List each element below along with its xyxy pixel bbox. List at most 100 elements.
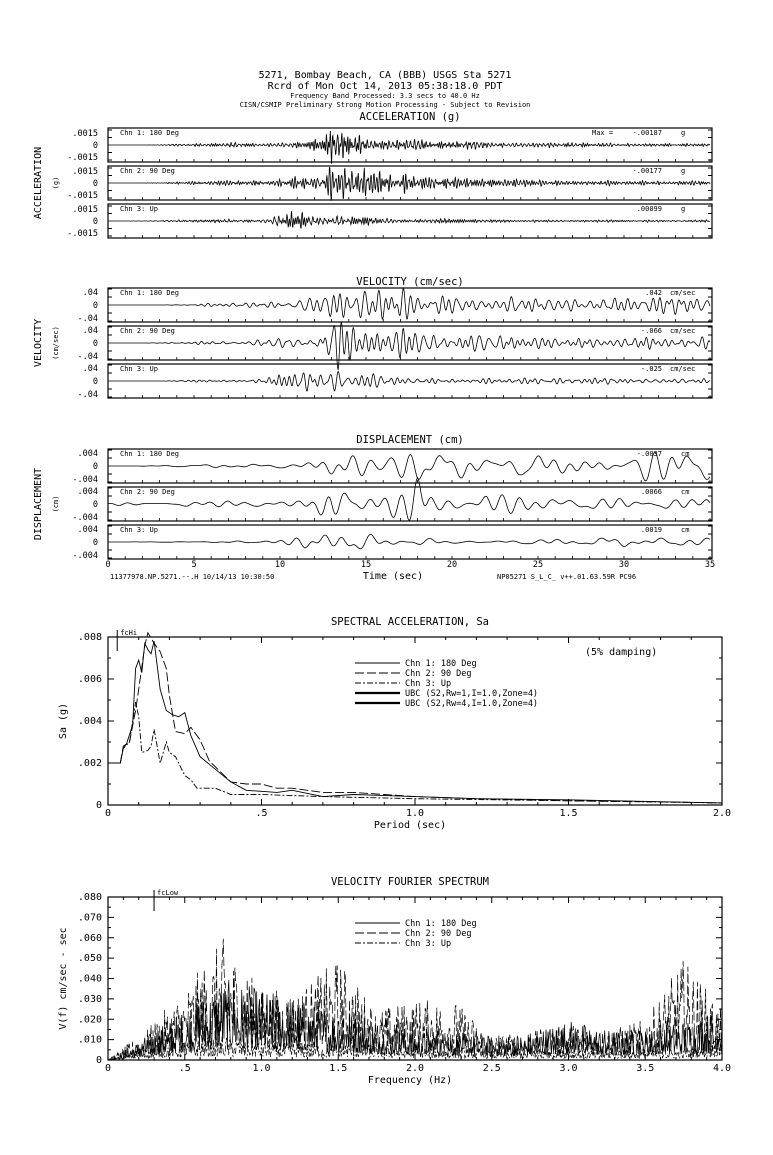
peak-value: .0019	[641, 526, 662, 534]
peak-value: .042	[645, 289, 662, 297]
y-tick-label: .080	[78, 892, 102, 903]
time-tick-label: 30	[619, 560, 629, 570]
waveform-trace	[108, 534, 711, 550]
channel-3: .0015 0 -.0015 Chn 3: Up .00099 g	[67, 203, 713, 239]
x-tick-label: 3.0	[559, 1063, 577, 1074]
legend-entry: Chn 3: Up	[405, 939, 451, 949]
channel-label: Chn 1: 180 Deg	[120, 129, 179, 137]
frequency-band: Frequency Band Processed: 3.3 secs to 40…	[290, 92, 480, 100]
panel-title: VELOCITY (cm/sec)	[356, 276, 463, 288]
legend-entry: Chn 3: Up	[405, 679, 451, 689]
unit-label: cm/sec	[670, 365, 695, 373]
channel-1: .004 0 -.004 Chn 1: 180 Deg -.0037 cm	[72, 448, 713, 485]
x-axis-label: Frequency (Hz)	[368, 1075, 452, 1086]
y-tick-label: 0	[93, 538, 98, 548]
fourier-curve	[107, 938, 723, 1061]
channel-frame	[107, 325, 713, 361]
y-tick-label: -.04	[78, 390, 98, 400]
peak-value: -.066	[641, 327, 662, 335]
chart-title: VELOCITY FOURIER SPECTRUM	[331, 876, 489, 888]
y-tick-label: .070	[78, 912, 102, 923]
sa-curve	[108, 631, 723, 804]
x-tick-label: 1.5	[559, 808, 577, 819]
cutoff-label: fcHi	[120, 629, 137, 637]
unit-label: g	[681, 167, 685, 175]
x-axis-label: Period (sec)	[374, 820, 446, 831]
y-tick-label: 0	[93, 179, 98, 189]
unit-label: cm/sec	[670, 289, 695, 297]
panel-title: DISPLACEMENT (cm)	[356, 434, 463, 446]
peak-value: -.0037	[637, 450, 662, 458]
y-axis-label: Sa (g)	[58, 703, 69, 739]
y-axis-unit: (cm/sec)	[52, 326, 60, 360]
y-tick-label: .050	[78, 953, 102, 964]
legend-entry: Chn 2: 90 Deg	[405, 929, 472, 939]
channel-label: Chn 2: 90 Deg	[120, 327, 175, 335]
time-tick-label: 5	[191, 560, 196, 570]
y-tick-label: .060	[78, 933, 102, 944]
channel-label: Chn 3: Up	[120, 205, 158, 213]
legend-entry: UBC (S2,Rw=4,I=1.0,Zone=4)	[405, 699, 538, 709]
footer-left: 11377978.NP.5271.--.H 10/14/13 10:30:50	[110, 573, 274, 581]
spectral-acceleration-chart: SPECTRAL ACCELERATION, Sa 0 .5 1.0 1.5 2.0 0 .0…	[58, 616, 731, 831]
y-tick-label: 0	[96, 1055, 102, 1066]
y-tick-label: 0	[93, 301, 98, 311]
panel-title: ACCELERATION (g)	[359, 111, 460, 123]
channel-label: Chn 3: Up	[120, 365, 158, 373]
time-tick-label: 35	[705, 560, 715, 570]
panel-velocity: VELOCITY (cm/sec) VELOCITY (cm/sec) .04 0 -.0…	[33, 276, 713, 400]
waveform-trace	[107, 476, 711, 521]
channel-frame	[107, 486, 713, 522]
channel-label: Chn 2: 90 Deg	[120, 488, 175, 496]
y-axis-label: V(f) cm/sec - sec	[58, 927, 69, 1029]
x-tick-label: 0	[105, 808, 111, 819]
y-tick-label: .0015	[72, 129, 98, 139]
cutoff-label: fcLow	[157, 889, 179, 897]
report-header: 5271, Bombay Beach, CA (BBB) USGS Sta 52…	[240, 70, 531, 109]
channel-3: .004 0 -.004 Chn 3: Up .0019 cm	[72, 524, 713, 561]
x-tick-label: 4.0	[713, 1063, 731, 1074]
sa-curve	[108, 641, 723, 804]
x-tick-label: 1.5	[329, 1063, 347, 1074]
footer-right: NP05271 S_L_C_ v++.01.63.59R PC96	[497, 573, 636, 581]
y-tick-label: -.0015	[67, 229, 98, 239]
y-tick-label: .020	[78, 1014, 102, 1025]
legend-entry: UBC (S2,Rw=1,I=1.0,Zone=4)	[405, 689, 538, 699]
channel-1: .04 0 -.04 Chn 1: 180 Deg .042 cm/sec	[78, 287, 713, 324]
unit-label: g	[681, 205, 685, 213]
channel-3: .04 0 -.04 Chn 3: Up -.025 cm/sec	[78, 363, 713, 400]
peak-value: -.00187	[632, 129, 662, 137]
y-tick-label: 0	[93, 500, 98, 510]
panel-displacement: DISPLACEMENT (cm) DISPLACEMENT (cm) .004 0 -.…	[33, 434, 713, 561]
waveform-trace	[108, 211, 711, 229]
peak-value: -.00177	[632, 167, 662, 175]
fourier-spectrum-chart: VELOCITY FOURIER SPECTRUM 0 .5 1.0 1.5 2.0 2.5…	[58, 876, 731, 1086]
waveform-trace	[108, 130, 711, 164]
y-axis-label: VELOCITY	[33, 319, 44, 367]
y-tick-label: .004	[78, 716, 102, 727]
y-tick-label: .004	[78, 449, 98, 459]
legend-entry: Chn 1: 180 Deg	[405, 919, 477, 929]
channel-2: .0015 0 -.0015 Chn 2: 90 Deg -.00177 g	[67, 165, 713, 201]
x-tick-label: .5	[255, 808, 267, 819]
y-tick-label: -.04	[78, 352, 98, 362]
waveform-trace	[108, 371, 710, 392]
sa-curve	[108, 702, 723, 804]
y-tick-label: .0015	[72, 205, 98, 215]
y-tick-label: -.004	[72, 513, 98, 523]
chart-title: SPECTRAL ACCELERATION, Sa	[331, 616, 489, 628]
legend-entry: Chn 1: 180 Deg	[405, 659, 477, 669]
y-tick-label: -.004	[72, 551, 98, 561]
y-tick-label: -.0015	[67, 191, 98, 201]
channel-2: .04 0 -.04 Chn 2: 90 Deg -.066 cm/sec	[78, 321, 713, 371]
x-tick-label: 2.5	[483, 1063, 501, 1074]
fourier-curve	[107, 1035, 723, 1061]
unit-label: cm	[681, 450, 689, 458]
y-tick-label: 0	[93, 217, 98, 227]
y-axis-unit: (cm)	[52, 496, 60, 513]
x-tick-label: 0	[105, 1063, 111, 1074]
y-axis-label: DISPLACEMENT	[33, 468, 44, 540]
peak-value: -.025	[641, 365, 662, 373]
